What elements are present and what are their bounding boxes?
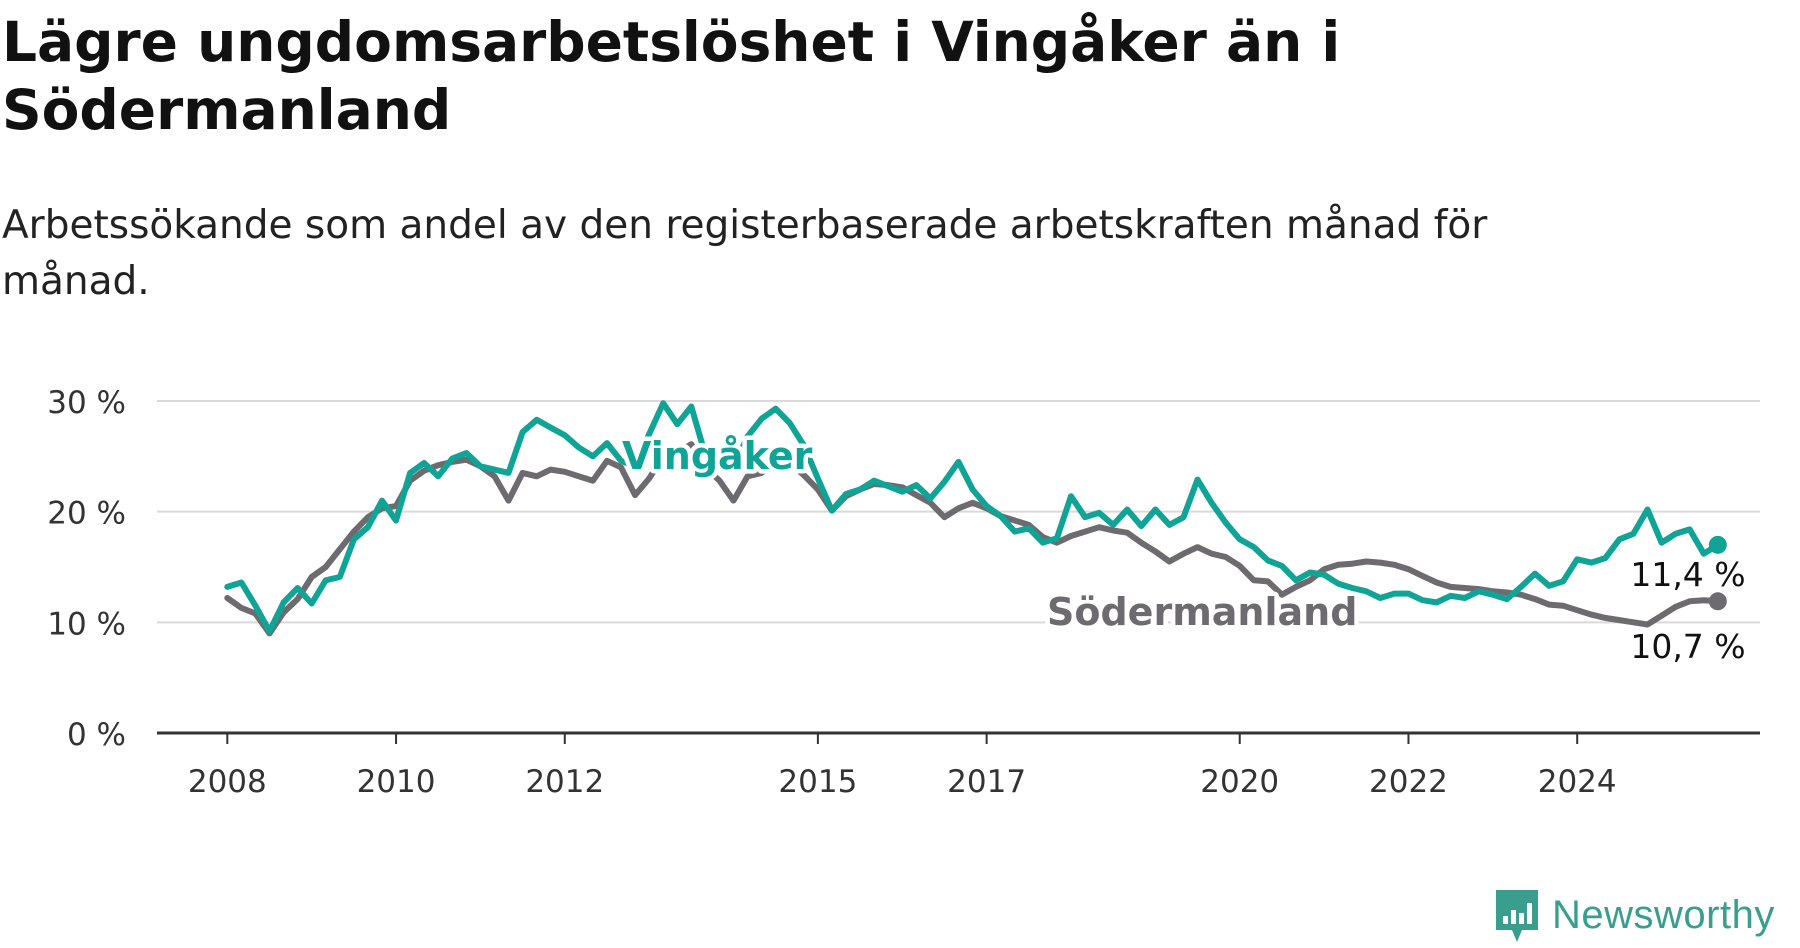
chart-title: Lägre ungdomsarbetslöshet i Vingåker än … [2, 10, 1341, 142]
x-tick-label: 2012 [525, 764, 604, 800]
y-tick-label: 20 % [47, 496, 126, 532]
y-tick-label: 30 % [47, 385, 126, 421]
brand-name: Newsworthy [1552, 892, 1775, 937]
brand-logo: Newsworthy [1492, 886, 1775, 944]
x-tick-label: 2010 [357, 764, 436, 800]
x-tick-label: 2020 [1200, 764, 1279, 800]
end-label-sodermanland: 11,4 % [1630, 555, 1745, 594]
series-lines [224, 400, 1727, 637]
y-tick-label: 0 % [67, 717, 126, 753]
chart-subtitle: Arbetssökande som andel av den registerb… [2, 203, 1488, 304]
x-tick-label: 2017 [947, 764, 1026, 800]
series-labels: Vingåker Södermanland 11,4 % 10,7 % [618, 430, 1750, 670]
newsworthy-icon [1496, 890, 1538, 942]
x-tick-label: 2015 [778, 764, 857, 800]
series-line-vingaker [224, 400, 1721, 635]
x-axis: 2008 2010 2012 2015 2017 2020 2022 2024 [157, 731, 1760, 800]
x-tick-label: 2024 [1538, 764, 1617, 800]
series-line-sodermanland [224, 441, 1721, 637]
y-tick-label: 10 % [47, 606, 126, 642]
y-axis: 0 % 10 % 20 % 30 % [47, 385, 126, 753]
series-label-vingaker: Vingåker [622, 434, 813, 478]
x-tick-label: 2022 [1369, 764, 1448, 800]
series-end-dot [1708, 592, 1727, 611]
end-label-vingaker: 10,7 % [1630, 627, 1745, 666]
series-label-sodermanland: Södermanland [1047, 590, 1357, 634]
x-tick-label: 2008 [188, 764, 267, 800]
series-end-dot [1708, 535, 1727, 554]
